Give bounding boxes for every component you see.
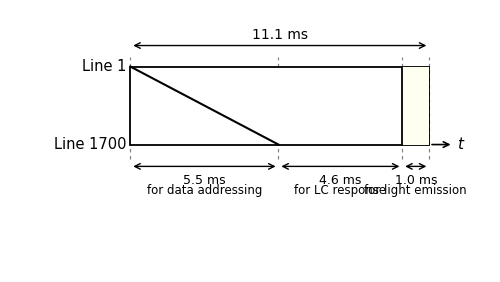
Text: Line 1: Line 1 [82,59,126,74]
Text: 1.0 ms: 1.0 ms [394,174,437,187]
Text: 11.1 ms: 11.1 ms [252,28,308,42]
Text: 4.6 ms: 4.6 ms [319,174,362,187]
Bar [130,67,429,145]
Bar [402,67,429,145]
Text: 5.5 ms: 5.5 ms [183,174,226,187]
Text: t: t [458,137,464,152]
Text: Line 1700: Line 1700 [54,137,127,152]
Text: for LC response: for LC response [294,184,386,197]
Text: for data addressing: for data addressing [146,184,262,197]
Text: for light emission: for light emission [364,184,467,197]
